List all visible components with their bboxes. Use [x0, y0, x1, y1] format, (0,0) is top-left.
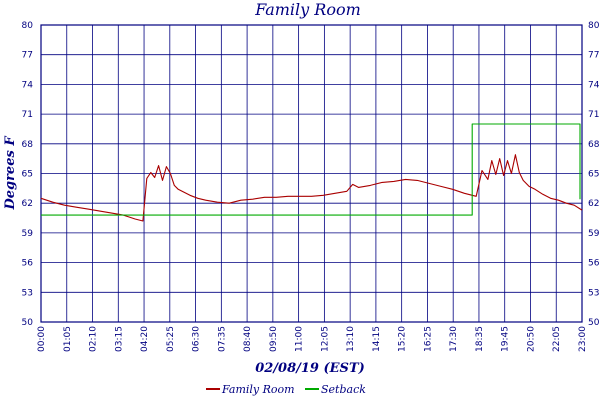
- y-tick-label-left: 77: [22, 51, 33, 61]
- x-tick-label: 12:05: [320, 326, 330, 352]
- y-tick-label-right: 77: [588, 51, 599, 61]
- y-tick-label-left: 53: [22, 288, 33, 298]
- series-group: [40, 123, 583, 222]
- x-tick-label: 08:40: [243, 326, 253, 352]
- x-tick-label: 20:50: [526, 326, 536, 352]
- y-tick-label-left: 71: [22, 110, 33, 120]
- y-tick-label-left: 59: [22, 229, 34, 239]
- y-tick-label-left: 68: [22, 140, 34, 150]
- y-tick-label-left: 65: [22, 170, 33, 180]
- x-tick-label: 00:00: [37, 326, 47, 352]
- y-tick-label-left: 50: [22, 318, 34, 328]
- y-tick-label-right: 56: [588, 259, 600, 269]
- y-tick-label-right: 68: [588, 140, 600, 150]
- series-line-family-room: [40, 154, 583, 222]
- y-tick-label-right: 53: [588, 288, 599, 298]
- series-line-setback: [41, 123, 581, 216]
- y-tick-label-right: 62: [588, 199, 599, 209]
- chart-title: Family Room: [254, 0, 361, 19]
- y-tick-label-left: 56: [22, 259, 34, 269]
- x-tick-label: 02:10: [89, 326, 99, 352]
- grid: [40, 24, 583, 323]
- legend-label-family-room: Family Room: [221, 383, 295, 396]
- x-tick-label: 19:45: [501, 326, 511, 352]
- y-tick-label-right: 80: [588, 21, 600, 31]
- y-ticks-left: 80 77 74 71 68 65 62 59 56 53 50: [22, 21, 34, 328]
- y-ticks-right: 80 77 74 71 68 65 62 59 56 53 50: [588, 21, 600, 328]
- y-tick-label-right: 74: [588, 80, 600, 90]
- y-tick-label-right: 65: [588, 170, 599, 180]
- x-tick-label: 04:20: [140, 326, 150, 352]
- x-tick-label: 23:00: [578, 326, 588, 352]
- legend-label-setback: Setback: [321, 383, 366, 396]
- x-tick-label: 22:05: [552, 326, 562, 352]
- x-tick-label: 15:20: [398, 326, 408, 352]
- x-axis-label: 02/08/19 (EST): [255, 361, 365, 376]
- plot-area: [40, 24, 583, 323]
- y-tick-label-left: 74: [22, 80, 34, 90]
- x-tick-label: 17:30: [449, 326, 459, 352]
- x-tick-label: 03:15: [114, 326, 124, 352]
- x-tick-label: 01:05: [63, 326, 73, 352]
- y-tick-label-right: 71: [588, 110, 599, 120]
- x-tick-label: 14:15: [372, 326, 382, 352]
- y-axis-label: Degrees F: [3, 136, 18, 211]
- x-tick-label: 13:10: [346, 326, 356, 352]
- x-tick-label: 07:35: [217, 326, 227, 352]
- x-tick-label: 11:00: [295, 326, 305, 352]
- x-ticks: 00:00 01:05 02:10 03:15 04:20 05:25 06:30 07:35…: [37, 326, 588, 352]
- y-tick-label-right: 59: [588, 229, 600, 239]
- x-tick-label: 09:50: [269, 326, 279, 352]
- legend: Family Room Setback: [206, 383, 366, 396]
- y-tick-label-right: 50: [588, 318, 600, 328]
- y-tick-label-left: 80: [22, 21, 34, 31]
- x-tick-label: 06:30: [192, 326, 202, 352]
- x-tick-label: 16:25: [423, 326, 433, 352]
- x-tick-label: 18:35: [475, 326, 485, 352]
- y-tick-label-left: 62: [22, 199, 33, 209]
- x-tick-label: 05:25: [166, 326, 176, 352]
